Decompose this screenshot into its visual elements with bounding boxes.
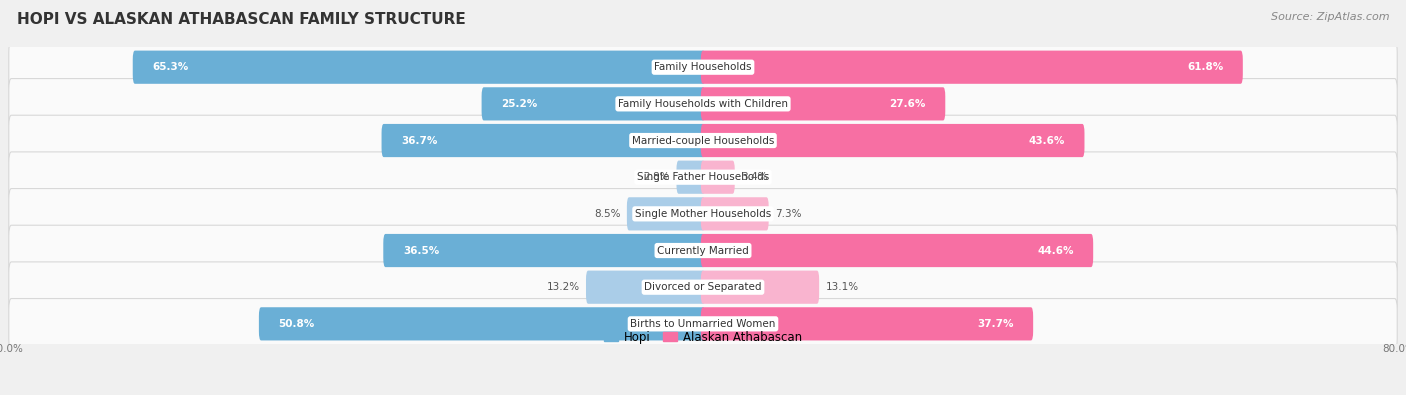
Legend: Hopi, Alaskan Athabascan: Hopi, Alaskan Athabascan <box>605 331 801 344</box>
FancyBboxPatch shape <box>8 42 1398 92</box>
FancyBboxPatch shape <box>700 307 1033 340</box>
Text: 80.0%: 80.0% <box>1382 344 1406 354</box>
Text: 7.3%: 7.3% <box>775 209 801 219</box>
FancyBboxPatch shape <box>586 271 706 304</box>
Text: 37.7%: 37.7% <box>977 319 1014 329</box>
FancyBboxPatch shape <box>700 87 945 120</box>
Text: Family Households with Children: Family Households with Children <box>619 99 787 109</box>
FancyBboxPatch shape <box>259 307 706 340</box>
FancyBboxPatch shape <box>8 79 1398 129</box>
Text: Births to Unmarried Women: Births to Unmarried Women <box>630 319 776 329</box>
Text: Single Father Households: Single Father Households <box>637 172 769 182</box>
FancyBboxPatch shape <box>8 152 1398 203</box>
Text: Married-couple Households: Married-couple Households <box>631 135 775 145</box>
FancyBboxPatch shape <box>8 115 1398 166</box>
FancyBboxPatch shape <box>700 51 1243 84</box>
FancyBboxPatch shape <box>700 271 820 304</box>
Text: Source: ZipAtlas.com: Source: ZipAtlas.com <box>1271 12 1389 22</box>
Text: 8.5%: 8.5% <box>593 209 620 219</box>
FancyBboxPatch shape <box>381 124 706 157</box>
Text: 27.6%: 27.6% <box>890 99 925 109</box>
Text: 61.8%: 61.8% <box>1187 62 1223 72</box>
Text: HOPI VS ALASKAN ATHABASCAN FAMILY STRUCTURE: HOPI VS ALASKAN ATHABASCAN FAMILY STRUCT… <box>17 12 465 27</box>
Text: 13.1%: 13.1% <box>825 282 859 292</box>
Text: 44.6%: 44.6% <box>1038 246 1074 256</box>
Text: Single Mother Households: Single Mother Households <box>636 209 770 219</box>
FancyBboxPatch shape <box>8 299 1398 349</box>
FancyBboxPatch shape <box>676 161 706 194</box>
FancyBboxPatch shape <box>627 197 706 230</box>
Text: 2.8%: 2.8% <box>644 172 669 182</box>
Text: 65.3%: 65.3% <box>152 62 188 72</box>
Text: 43.6%: 43.6% <box>1029 135 1064 145</box>
Text: 50.8%: 50.8% <box>278 319 315 329</box>
Text: 25.2%: 25.2% <box>501 99 537 109</box>
FancyBboxPatch shape <box>8 225 1398 276</box>
Text: 36.7%: 36.7% <box>401 135 437 145</box>
FancyBboxPatch shape <box>8 262 1398 312</box>
FancyBboxPatch shape <box>8 188 1398 239</box>
FancyBboxPatch shape <box>384 234 706 267</box>
Text: Divorced or Separated: Divorced or Separated <box>644 282 762 292</box>
Text: 13.2%: 13.2% <box>547 282 579 292</box>
FancyBboxPatch shape <box>482 87 706 120</box>
FancyBboxPatch shape <box>700 234 1094 267</box>
Text: 3.4%: 3.4% <box>741 172 768 182</box>
Text: 80.0%: 80.0% <box>0 344 24 354</box>
FancyBboxPatch shape <box>132 51 706 84</box>
Text: 36.5%: 36.5% <box>404 246 439 256</box>
Text: Currently Married: Currently Married <box>657 246 749 256</box>
FancyBboxPatch shape <box>700 124 1084 157</box>
FancyBboxPatch shape <box>700 197 769 230</box>
FancyBboxPatch shape <box>700 161 735 194</box>
Text: Family Households: Family Households <box>654 62 752 72</box>
